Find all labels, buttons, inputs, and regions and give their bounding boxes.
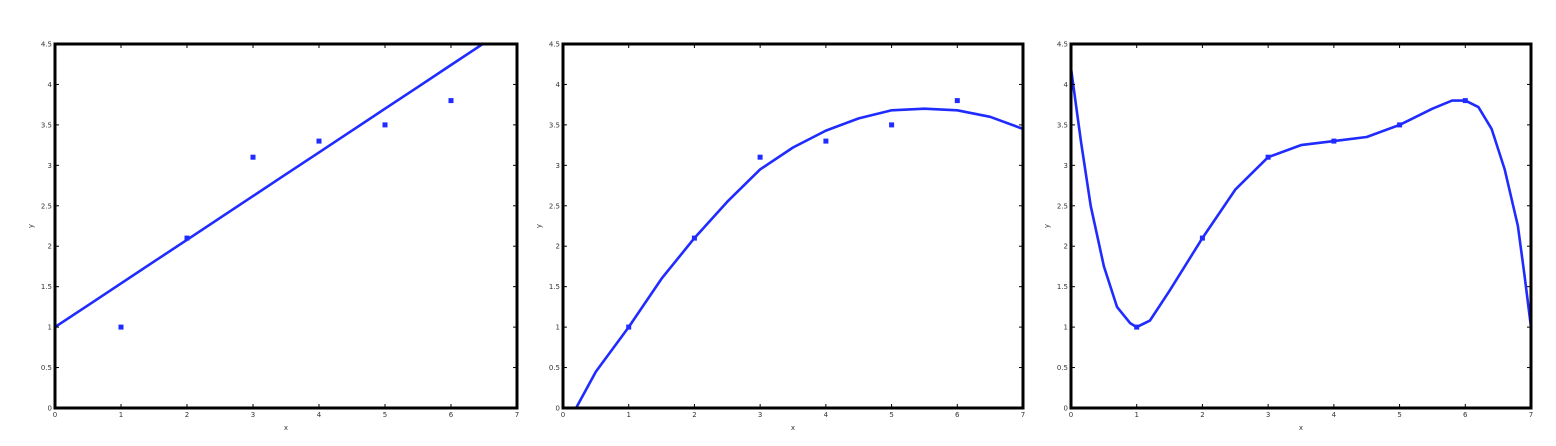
fit-line: [574, 107, 1023, 408]
x-tick-label: 7: [1021, 411, 1025, 419]
x-tick-label: 4: [1332, 411, 1337, 419]
x-tick-label: 2: [692, 411, 696, 419]
y-tick-label: 0.5: [1057, 364, 1068, 372]
x-tick-label: 1: [119, 411, 123, 419]
x-axis-label: x: [284, 424, 288, 432]
x-tick-label: 4: [824, 411, 829, 419]
y-tick-label: 0.5: [41, 364, 52, 372]
y-tick-label: 4: [556, 81, 561, 89]
data-point: [823, 138, 829, 144]
y-tick-label: 0: [48, 405, 52, 413]
x-tick-label: 0: [1069, 411, 1073, 419]
x-tick-label: 4: [317, 411, 322, 419]
y-tick-label: 1: [48, 324, 52, 332]
y-tick-label: 2: [556, 243, 560, 251]
x-axis-label: x: [791, 424, 795, 432]
plot-frame: [1069, 42, 1533, 410]
data-point: [691, 235, 697, 241]
y-tick-label: 1: [556, 324, 560, 332]
x-tick-label: 3: [758, 411, 762, 419]
fit-line: [55, 44, 486, 329]
y-tick-label: 1: [1064, 324, 1068, 332]
x-tick-label: 7: [1529, 411, 1533, 419]
chart-panel-quadratic-fit: 0 1 2 3 4 5 6 7 0 0.5 1 1.5 2 2.5 3 3.5 4 4.5 x y: [535, 41, 1025, 433]
plot-frame: [561, 42, 1025, 410]
data-point: [448, 98, 454, 104]
data-point: [757, 154, 763, 160]
x-tick-label: 6: [449, 411, 454, 419]
x-tick-label: 3: [1266, 411, 1270, 419]
x-tick-label: 6: [955, 411, 960, 419]
x-tick-label: 0: [53, 411, 57, 419]
y-tick-label: 2.5: [41, 202, 52, 210]
data-point: [316, 138, 322, 144]
y-axis-label: y: [1043, 224, 1051, 228]
plot-frame: [53, 42, 519, 410]
x-tick-label: 5: [889, 411, 893, 419]
data-point: [954, 98, 960, 104]
y-tick-label: 0: [556, 405, 560, 413]
y-tick-label: 3: [556, 162, 560, 170]
data-point: [118, 324, 124, 330]
y-tick-label: 4.5: [1057, 41, 1068, 49]
x-tick-label: 0: [561, 411, 565, 419]
y-tick-label: 2: [48, 243, 52, 251]
x-tick-label: 7: [515, 411, 519, 419]
y-tick-label: 0: [1064, 405, 1068, 413]
y-tick-label: 1.5: [41, 283, 52, 291]
x-tick-label: 5: [1397, 411, 1401, 419]
y-tick-label: 3: [48, 162, 52, 170]
data-point: [1265, 154, 1271, 160]
chart-panel-linear-fit: 0 1 2 3 4 5 6 7 0 0.5 1 1.5 2 2.5 3 3.5 4 4.5 x y: [27, 41, 519, 433]
x-tick-label: 3: [251, 411, 255, 419]
y-axis-label: y: [27, 224, 35, 228]
y-tick-label: 4.5: [41, 41, 52, 49]
data-point: [889, 122, 895, 128]
data-point: [1331, 138, 1337, 144]
y-tick-label: 1.5: [549, 283, 560, 291]
x-tick-label: 1: [626, 411, 630, 419]
x-axis-label: x: [1299, 424, 1303, 432]
data-point: [1462, 98, 1468, 104]
chart-panel-polynomial-fit: 0 1 2 3 4 5 6 7 0 0.5 1 1.5 2 2.5 3 3.5 4 4.5 x y: [1043, 41, 1533, 433]
x-tick-label: 2: [185, 411, 189, 419]
y-tick-label: 4: [1064, 81, 1069, 89]
y-tick-label: 3.5: [41, 121, 52, 129]
data-point: [1397, 122, 1403, 128]
y-tick-label: 2.5: [1057, 202, 1068, 210]
y-tick-label: 3: [1064, 162, 1068, 170]
data-point: [184, 235, 190, 241]
x-tick-label: 1: [1134, 411, 1138, 419]
fit-line: [1071, 67, 1531, 329]
x-tick-label: 5: [383, 411, 387, 419]
y-tick-label: 4: [48, 81, 53, 89]
x-tick-label: 6: [1463, 411, 1468, 419]
y-tick-label: 2.5: [549, 202, 560, 210]
y-tick-label: 4.5: [549, 41, 560, 49]
y-tick-label: 2: [1064, 243, 1068, 251]
data-point: [382, 122, 388, 128]
y-axis-label: y: [535, 224, 543, 228]
data-point: [626, 324, 632, 330]
y-tick-label: 1.5: [1057, 283, 1068, 291]
data-point: [1199, 235, 1205, 241]
data-point: [250, 154, 256, 160]
x-tick-label: 2: [1200, 411, 1204, 419]
data-point: [1134, 324, 1140, 330]
y-tick-label: 0.5: [549, 364, 560, 372]
y-tick-label: 3.5: [1057, 121, 1068, 129]
y-tick-label: 3.5: [549, 121, 560, 129]
